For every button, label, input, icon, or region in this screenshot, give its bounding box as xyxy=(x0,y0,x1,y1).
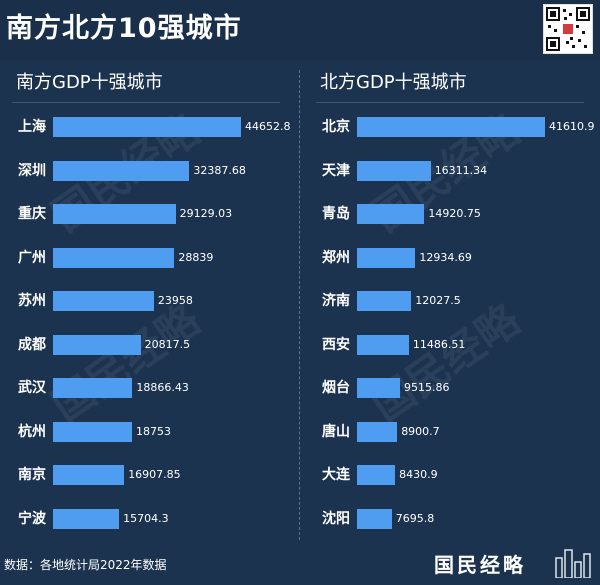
south-chart-panel: 南方GDP十强城市 上海 44652.8 深圳 32387.68 重庆 29129.03 广… xyxy=(6,62,291,548)
bar xyxy=(53,508,120,529)
north-chart-panel: 北方GDP十强城市 北京 41610.9 天津 16311.34 青岛 14920.75 郑… xyxy=(310,62,595,548)
bar xyxy=(357,291,412,311)
bar xyxy=(53,421,132,442)
data-label: 44652.8 xyxy=(245,120,291,133)
category-label: 郑州 xyxy=(322,249,350,266)
category-label: 烟台 xyxy=(322,380,350,396)
qr-code-icon xyxy=(543,4,593,54)
category-label: 上海 xyxy=(18,119,46,135)
bar xyxy=(357,378,400,398)
data-label: 9515.86 xyxy=(404,381,450,394)
category-label: 天津 xyxy=(322,162,350,179)
bar xyxy=(357,160,431,181)
header: 南方北方10强城市 xyxy=(0,0,600,60)
data-label: 14920.75 xyxy=(428,207,481,220)
category-label: 南京 xyxy=(18,467,46,483)
data-label: 11486.51 xyxy=(412,337,466,351)
data-label: 12934.69 xyxy=(419,250,472,264)
category-label: 杭州 xyxy=(18,423,46,440)
data-label: 28839 xyxy=(178,250,214,264)
bar xyxy=(53,378,133,398)
chart-title: 北方GDP十强城市 xyxy=(320,72,467,93)
data-label: 15704.3 xyxy=(123,511,169,525)
category-label: 沈阳 xyxy=(322,510,350,527)
bar xyxy=(53,334,141,355)
panel-divider xyxy=(299,70,300,540)
category-label: 苏州 xyxy=(18,293,46,309)
category-label: 唐山 xyxy=(322,423,350,440)
category-label: 大连 xyxy=(322,467,350,483)
page-title: 南方北方10强城市 xyxy=(6,13,242,44)
category-label: 宁波 xyxy=(18,510,46,527)
bar xyxy=(53,465,125,485)
data-label: 16907.85 xyxy=(128,468,181,481)
data-label: 7695.8 xyxy=(395,511,435,525)
category-label: 北京 xyxy=(322,119,350,135)
bar xyxy=(357,465,396,485)
chart-title: 南方GDP十强城市 xyxy=(16,72,163,93)
data-label: 41610.9 xyxy=(549,120,595,133)
category-label: 青岛 xyxy=(322,206,350,222)
category-label: 济南 xyxy=(322,293,350,309)
title-rule xyxy=(12,102,280,103)
building-logo-icon xyxy=(554,548,592,579)
category-label: 重庆 xyxy=(18,206,46,222)
data-label: 8900.7 xyxy=(401,424,440,438)
bar xyxy=(357,334,409,355)
category-label: 西安 xyxy=(322,336,350,353)
bar xyxy=(53,204,176,224)
category-label: 深圳 xyxy=(18,162,46,179)
data-label: 18753 xyxy=(136,424,171,438)
data-label: 23958 xyxy=(157,294,193,307)
bar xyxy=(53,117,241,137)
bar xyxy=(53,291,154,311)
title-rule xyxy=(316,102,584,103)
bar xyxy=(357,117,545,137)
bar xyxy=(357,247,416,268)
data-label: 18866.43 xyxy=(136,381,189,394)
data-label: 32387.68 xyxy=(193,163,246,177)
category-label: 武汉 xyxy=(18,380,46,396)
data-label: 29129.03 xyxy=(179,207,233,220)
brand-name: 国民经略 xyxy=(434,553,526,577)
category-label: 成都 xyxy=(18,336,46,353)
data-label: 16311.34 xyxy=(434,163,488,177)
source-note: 数据：各地统计局2022年数据 xyxy=(4,558,167,572)
data-label: 8430.9 xyxy=(399,468,438,481)
bar xyxy=(357,508,392,529)
data-label: 12027.5 xyxy=(415,294,461,307)
category-label: 广州 xyxy=(18,249,46,266)
bar xyxy=(357,421,398,442)
bar xyxy=(357,204,425,224)
bar xyxy=(53,247,175,268)
bar xyxy=(53,160,190,181)
data-label: 20817.5 xyxy=(144,337,191,351)
